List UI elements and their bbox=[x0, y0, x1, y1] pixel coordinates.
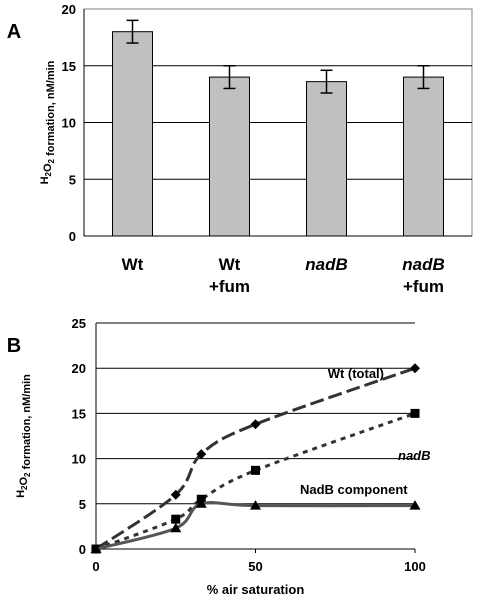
panel-b-y-tick-label: 10 bbox=[72, 452, 86, 467]
panel-b-marker-square bbox=[410, 408, 420, 418]
panel-a-bar bbox=[209, 76, 250, 237]
panel-a-category-label: +fum bbox=[403, 277, 444, 296]
panel-b-marker-diamond bbox=[196, 449, 207, 460]
panel-b-y-tick-label: 5 bbox=[79, 497, 86, 512]
panel-a-y-axis-label: H2O2 formation, nM/min bbox=[39, 60, 57, 184]
panel-b-marker-square bbox=[251, 465, 260, 475]
panel-b-x-tick-label: 50 bbox=[248, 559, 262, 574]
panel-a-category-label: Wt bbox=[219, 255, 241, 274]
panel-a-y-tick-label: 0 bbox=[69, 229, 76, 244]
panel-a-y-tick-label: 5 bbox=[69, 172, 76, 187]
panel-a-y-tick-label: 10 bbox=[62, 116, 76, 131]
panel-a-bar bbox=[403, 76, 444, 237]
panel-a-bar bbox=[112, 31, 153, 237]
panel-b-marker-diamond bbox=[170, 489, 181, 500]
panel-a-y-axis-label-text: H2O2 formation, nM/min bbox=[39, 60, 57, 184]
panel-b-x-tick-label: 100 bbox=[404, 559, 426, 574]
panel-b-y-tick-label: 15 bbox=[72, 406, 86, 421]
panel-b-y-axis-label: H2O2 formation, nM/min bbox=[15, 374, 33, 498]
panel-a-bar bbox=[306, 81, 347, 237]
panel-a-y-tick-label: 20 bbox=[62, 2, 76, 17]
panel-b-marker-triangle bbox=[409, 500, 421, 510]
panel-b-x-axis-label: % air saturation bbox=[207, 582, 305, 597]
panel-b-marker-square bbox=[171, 514, 181, 524]
panel-b-series-line bbox=[95, 366, 416, 551]
panel-b-series-label: NadB component bbox=[300, 482, 408, 497]
panel-a-category-label: +fum bbox=[209, 277, 250, 296]
panel-a-category-label: nadB bbox=[305, 255, 348, 274]
panel-b-y-tick-label: 25 bbox=[72, 316, 86, 331]
panel-b-y-tick-label: 0 bbox=[79, 542, 86, 557]
panel-a-category-label: Wt bbox=[122, 255, 144, 274]
panel-b-y-axis-label-text: H2O2 formation, nM/min bbox=[15, 374, 33, 498]
panel-b-marker-triangle bbox=[170, 522, 182, 533]
panel-b-marker-triangle bbox=[90, 543, 102, 553]
panel-b-marker-diamond bbox=[250, 419, 261, 430]
panel-b-y-tick-label: 20 bbox=[72, 361, 86, 376]
panel-a-y-tick-label: 15 bbox=[62, 59, 76, 74]
panel-b-letter: B bbox=[7, 335, 21, 357]
panel-a-letter: A bbox=[7, 21, 21, 43]
panel-b-series-label: Wt (total) bbox=[328, 366, 384, 381]
panel-b-series-label: nadB bbox=[398, 448, 431, 463]
panel-b-x-tick-label: 0 bbox=[92, 559, 99, 574]
panel-b-series-line bbox=[95, 411, 416, 551]
panel-b-marker-diamond bbox=[410, 363, 420, 374]
panel-a-category-label: nadB bbox=[402, 255, 445, 274]
panel-b-marker-triangle bbox=[250, 500, 261, 510]
panel-b-marker-triangle bbox=[195, 498, 207, 508]
